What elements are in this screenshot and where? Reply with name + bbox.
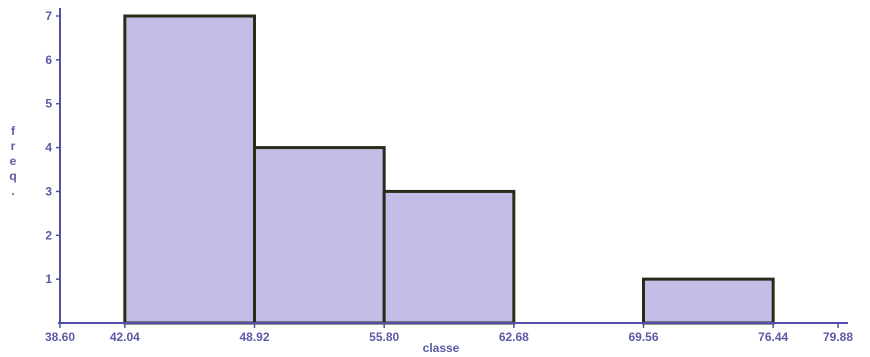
- y-tick-label-2: 3: [45, 184, 52, 198]
- bars: [123, 14, 775, 325]
- x-tick-label-3: 55.80: [369, 330, 399, 344]
- bar-1: [253, 146, 386, 325]
- y-tick-label-5: 6: [45, 53, 52, 67]
- x-tick-label-7: 79.88: [823, 330, 853, 344]
- y-axis-label-char-4: .: [11, 184, 14, 198]
- y-axis-label-char-3: q: [9, 169, 16, 183]
- y-ticks: 1 2 3 4 5 6 7: [45, 9, 60, 286]
- bar-0: [123, 14, 257, 325]
- bar-2: [382, 189, 516, 325]
- x-tick-label-5: 69.56: [628, 330, 658, 344]
- y-tick-label-6: 7: [45, 9, 52, 23]
- y-tick-label-4: 5: [45, 97, 52, 111]
- y-axis-label-char-0: f: [11, 124, 16, 138]
- x-tick-label-1: 42.04: [110, 330, 140, 344]
- x-tick-label-4: 62.68: [499, 330, 529, 344]
- y-tick-label-3: 4: [45, 141, 52, 155]
- x-tick-label-2: 48.92: [239, 330, 269, 344]
- y-axis-label-char-1: r: [11, 139, 16, 153]
- x-tick-label-6: 76.44: [758, 330, 788, 344]
- y-tick-label-1: 2: [45, 228, 52, 242]
- x-axis-label: classe: [423, 341, 460, 355]
- y-tick-label-0: 1: [45, 272, 52, 286]
- y-axis-label-char-2: e: [10, 154, 17, 168]
- bar-3: [642, 277, 775, 325]
- x-ticks: 38.60 42.04 48.92 55.80 62.68 69.56 76.44 79.88: [45, 323, 853, 344]
- x-tick-label-0: 38.60: [45, 330, 75, 344]
